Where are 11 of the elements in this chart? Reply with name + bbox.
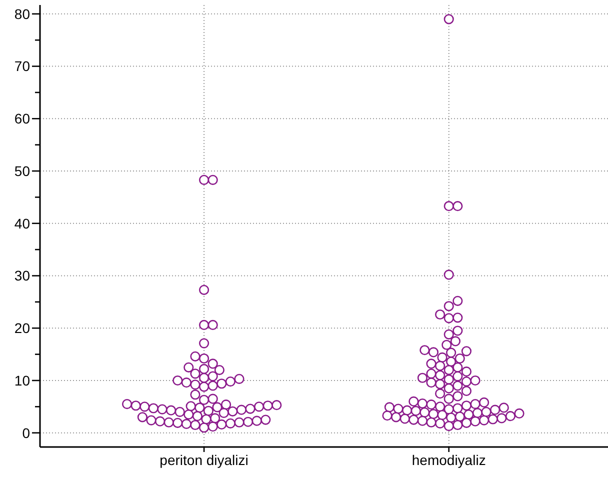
y-tick-label: 10 [14, 372, 30, 388]
y-tick-label: 80 [14, 6, 30, 22]
y-tick-label: 0 [22, 424, 30, 441]
x-tick-label: periton diyalizi [160, 452, 248, 468]
y-tick-label: 50 [14, 162, 30, 179]
y-tick-label: 60 [14, 110, 30, 127]
y-tick-label: 20 [14, 320, 30, 336]
y-tick-label: 70 [14, 58, 30, 74]
y-tick-label: 30 [14, 268, 30, 284]
x-tick-label: hemodiyaliz [412, 452, 486, 468]
y-tick-label: 40 [14, 215, 30, 232]
